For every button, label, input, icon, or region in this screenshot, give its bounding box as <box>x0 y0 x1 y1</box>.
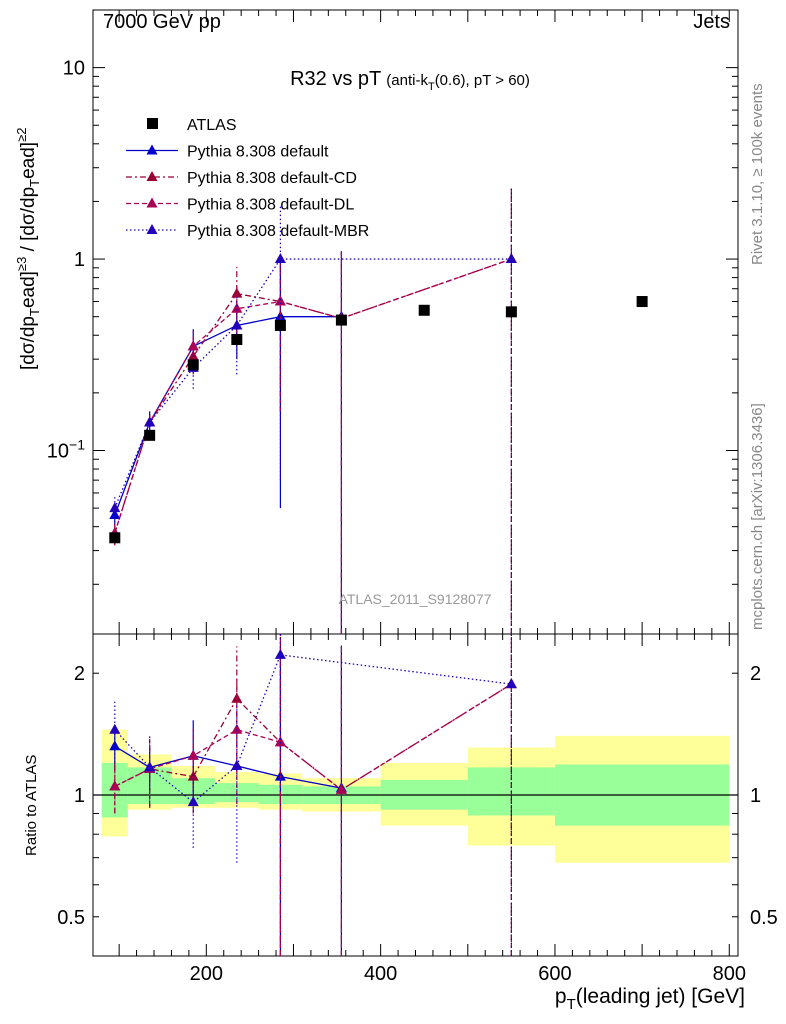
y-tick-label-right: 2 <box>750 663 761 685</box>
series-marker <box>146 144 158 155</box>
series-line <box>114 258 512 509</box>
ratio-panel-series <box>109 634 517 956</box>
series-marker <box>146 197 158 208</box>
atlas-data-point <box>109 532 121 544</box>
y-tick-label-right: 1 <box>750 785 761 807</box>
series-marker <box>109 723 121 734</box>
legend: ATLAS Pythia 8.308 default Pythia 8.308 de… <box>126 117 369 240</box>
legend-label: Pythia 8.308 default-CD <box>187 170 357 187</box>
series-marker <box>146 171 158 181</box>
legend-label: Pythia 8.308 default-DL <box>187 197 354 214</box>
series-marker <box>231 302 243 313</box>
series-marker <box>146 224 158 234</box>
y-tick-label: 1 <box>74 249 85 271</box>
series-marker <box>231 287 243 298</box>
ratio-y-axis-label: Ratio to ATLAS <box>23 755 40 856</box>
ratio-panel-axes: 0.5 0.5 1 1 2 2 200 400 600 800 <box>57 633 778 985</box>
series-marker <box>109 780 121 791</box>
y-tick-label: 1 <box>74 785 85 807</box>
series-marker <box>187 749 199 760</box>
series-line <box>114 316 342 516</box>
series-marker <box>274 295 286 306</box>
series-marker <box>187 796 199 807</box>
x-tick-label: 200 <box>190 963 223 985</box>
main-panel-axes: 10−1 1 10 <box>47 9 739 635</box>
series-marker <box>274 648 286 659</box>
legend-label: ATLAS <box>187 117 237 134</box>
series-line <box>114 745 342 789</box>
atlas-data-point <box>418 304 430 316</box>
atlas-data-point <box>187 359 199 371</box>
analysis-watermark: ATLAS_2011_S9128077 <box>339 591 492 607</box>
y-tick-label: 10 <box>63 58 85 80</box>
series-marker <box>231 723 243 734</box>
ratio-uncertainty-bands <box>101 729 730 863</box>
main-panel-series <box>109 186 648 634</box>
series-marker <box>187 340 199 351</box>
series-marker <box>231 759 243 770</box>
series-marker <box>144 761 156 772</box>
x-tick-label: 800 <box>713 963 746 985</box>
series-marker <box>335 783 347 794</box>
series-marker <box>274 253 286 264</box>
mcplots-label: mcplots.cern.ch [arXiv:1306.3436] <box>749 403 766 630</box>
x-tick-label: 400 <box>364 963 397 985</box>
y-tick-label: 0.5 <box>57 907 85 929</box>
series-line <box>114 258 512 534</box>
x-tick-label: 600 <box>538 963 571 985</box>
series-line <box>114 258 512 534</box>
atlas-data-point <box>505 306 517 318</box>
series-marker <box>505 678 517 689</box>
y-tick-label: 10−1 <box>47 436 85 462</box>
atlas-data-point <box>274 319 286 331</box>
rivet-version-label: Rivet 3.1.10, ≥ 100k events <box>749 83 766 265</box>
y-tick-label-right: 0.5 <box>750 907 778 929</box>
y-tick-label: 2 <box>74 663 85 685</box>
series-marker <box>274 736 286 747</box>
plot-title: R32 vs pT (anti-kT(0.6), pT > 60) <box>290 68 530 93</box>
atlas-data-point <box>144 429 156 441</box>
x-axis-label: pT(leading jet) [GeV] <box>555 985 745 1013</box>
legend-marker <box>147 118 158 129</box>
energy-label: 7000 GeV pp <box>103 11 221 33</box>
main-y-axis-label: [dσ/dpTead]≥3 / [dσ/dpTead]≥2 <box>14 128 42 370</box>
series-marker <box>144 416 156 427</box>
atlas-data-point <box>335 314 347 326</box>
jets-label: Jets <box>693 11 730 33</box>
atlas-data-point <box>231 334 243 346</box>
series-marker <box>109 740 121 751</box>
axes-frame <box>92 9 739 635</box>
legend-label: Pythia 8.308 default <box>187 144 329 161</box>
legend-label: Pythia 8.308 default-MBR <box>187 223 369 240</box>
series-marker <box>231 319 243 330</box>
series-marker <box>109 502 121 513</box>
atlas-data-point <box>636 296 648 308</box>
series-marker <box>505 253 517 264</box>
